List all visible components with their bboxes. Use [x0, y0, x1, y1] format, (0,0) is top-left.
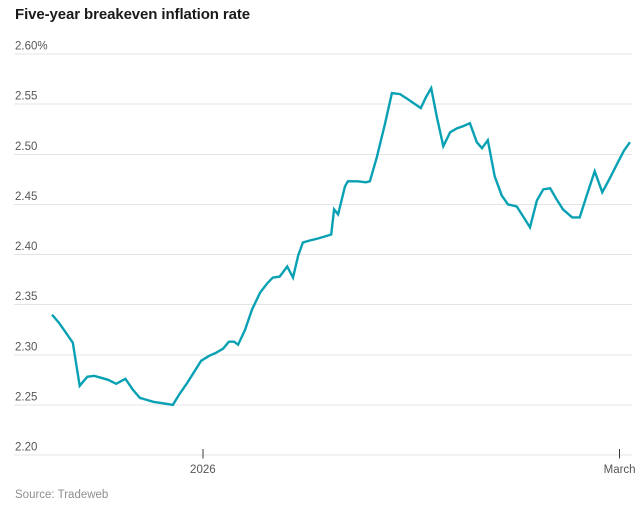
y-axis-label: 2.20	[15, 442, 37, 454]
y-axis-label: 2.50	[15, 141, 37, 153]
chart-title: Five-year breakeven inflation rate	[15, 6, 251, 23]
y-axis-label: 2.25	[15, 391, 37, 403]
y-axis-label: 2.35	[15, 291, 37, 303]
y-axis-label: 2.60%	[15, 41, 48, 53]
x-axis-label: 2026	[190, 464, 216, 476]
y-axis-label: 2.55	[15, 91, 37, 103]
y-axis-label: 2.45	[15, 191, 37, 203]
data-line	[51, 84, 631, 407]
y-axis-label: 2.30	[15, 341, 37, 353]
y-axis-label: 2.40	[15, 241, 37, 253]
source-label: Source: Tradeweb	[15, 489, 109, 501]
x-axis-label: March	[604, 464, 636, 476]
